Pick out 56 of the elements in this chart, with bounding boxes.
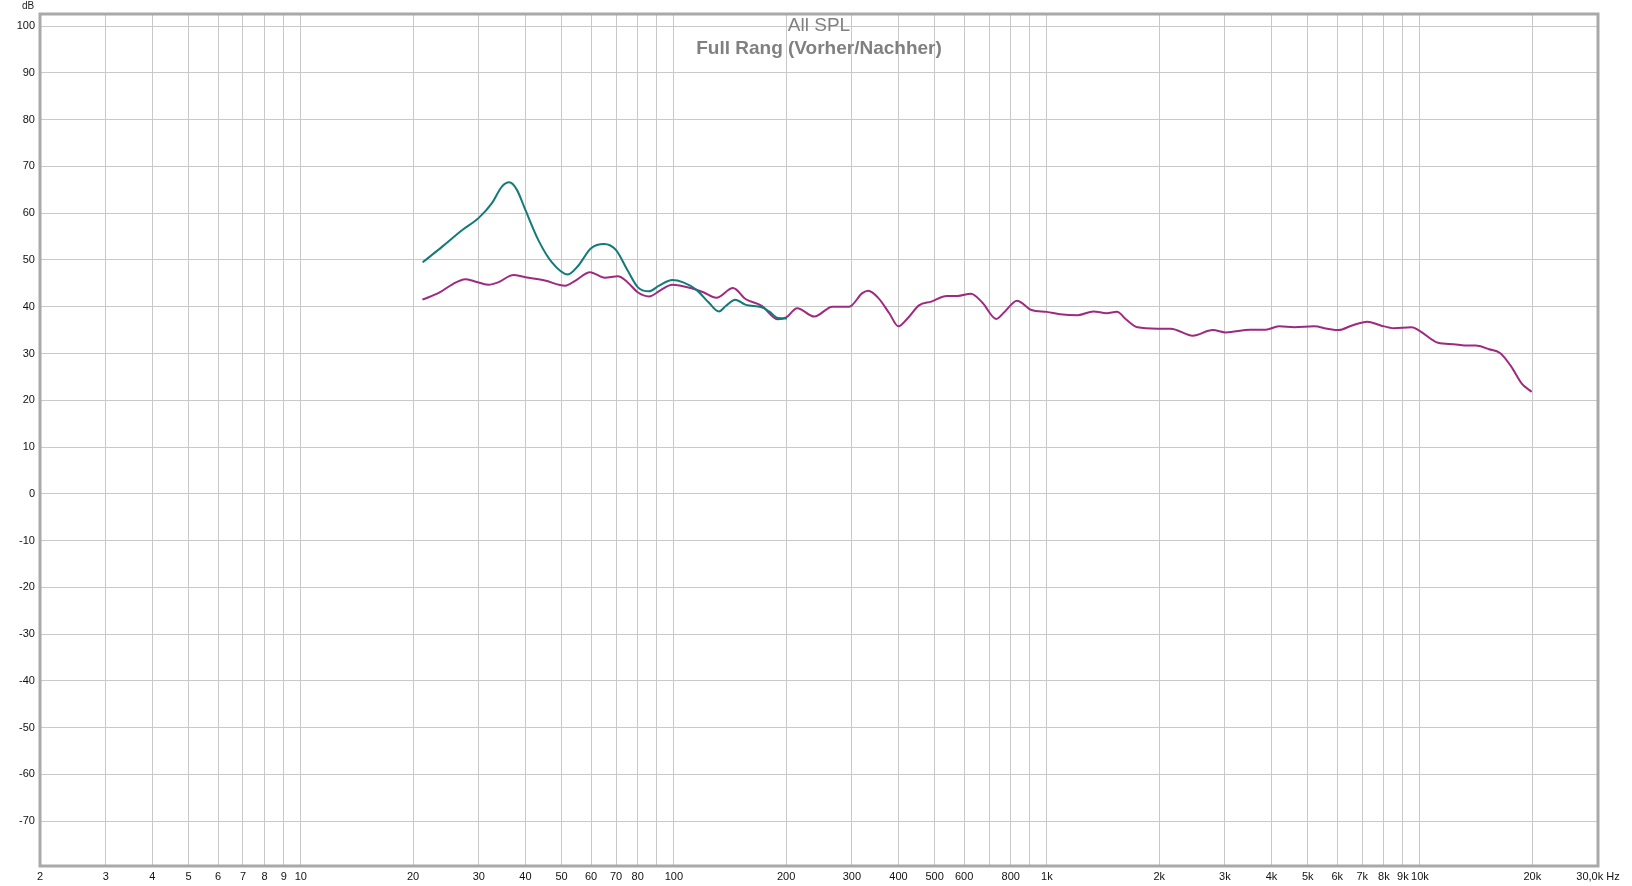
y-tick-label: -20 <box>19 580 35 593</box>
x-tick-label: 400 <box>889 869 908 882</box>
x-tick-label: 600 <box>954 869 974 882</box>
y-tick-label: 20 <box>22 393 35 406</box>
x-tick-label: 9 <box>280 869 287 882</box>
y-tick-label: 0 <box>28 486 35 499</box>
x-tick-label: 500 <box>925 869 944 882</box>
x-tick-label: 80 <box>631 869 644 882</box>
x-tick-label: 20k <box>1523 869 1542 882</box>
x-tick-label: 7 <box>239 869 247 882</box>
chart-title: All SPL <box>787 14 851 36</box>
x-tick-label: 9k <box>1397 869 1410 882</box>
x-tick-label: 60 <box>584 869 598 882</box>
x-tick-label: 2k <box>1153 869 1166 882</box>
x-tick-label: 100 <box>664 869 684 882</box>
x-tick-label: 30,0k Hz <box>1576 869 1620 882</box>
y-tick-label: -70 <box>19 814 35 827</box>
x-tick-label: 800 <box>1001 869 1020 882</box>
x-tick-label: 4k <box>1265 869 1278 882</box>
y-tick-label: 30 <box>22 346 35 359</box>
y-tick-label: 90 <box>22 65 35 78</box>
y-tick-label: -30 <box>19 627 35 640</box>
x-tick-label: 7k <box>1356 869 1369 882</box>
y-tick-label: -50 <box>19 720 35 733</box>
y-tick-label: 40 <box>22 299 35 312</box>
y-tick-label: 100 <box>16 19 35 32</box>
x-tick-label: 1k <box>1041 869 1054 882</box>
x-tick-label: 3 <box>102 869 109 882</box>
x-tick-label: 6k <box>1331 869 1344 882</box>
text: Full Rang (Vorher/Nachher) <box>696 37 942 59</box>
x-tick-label: 5k <box>1301 869 1314 882</box>
x-tick-label: 30 <box>472 869 485 882</box>
x-tick-label: 4 <box>149 869 156 882</box>
x-tick-label: 8 <box>261 869 268 882</box>
x-tick-label: 6 <box>214 869 222 882</box>
x-tick-label: 3k <box>1219 869 1232 882</box>
x-tick-label: 20 <box>406 869 420 882</box>
y-tick-label: 60 <box>22 206 35 219</box>
y-tick-label: 70 <box>22 159 35 172</box>
x-tick-label: 300 <box>842 869 862 882</box>
y-tick-label: 50 <box>22 253 35 265</box>
y-tick-label: 80 <box>22 112 35 125</box>
y-tick-label: -10 <box>19 533 35 546</box>
y-tick-label: -60 <box>19 767 35 780</box>
y-axis-title: dB <box>21 0 35 11</box>
y-tick-label: 10 <box>22 440 35 453</box>
x-tick-label: 10 <box>294 869 307 882</box>
y-tick-label: -40 <box>19 673 35 686</box>
x-tick-label: 8k <box>1378 869 1391 882</box>
x-tick-label: 5 <box>185 869 192 882</box>
x-tick-label: 10k <box>1411 869 1430 882</box>
x-tick-label: 200 <box>776 869 796 882</box>
x-tick-label: 2 <box>36 869 44 882</box>
x-tick-label: 50 <box>555 869 568 882</box>
x-tick-label: 70 <box>609 869 623 882</box>
x-tick-label: 40 <box>519 869 532 882</box>
